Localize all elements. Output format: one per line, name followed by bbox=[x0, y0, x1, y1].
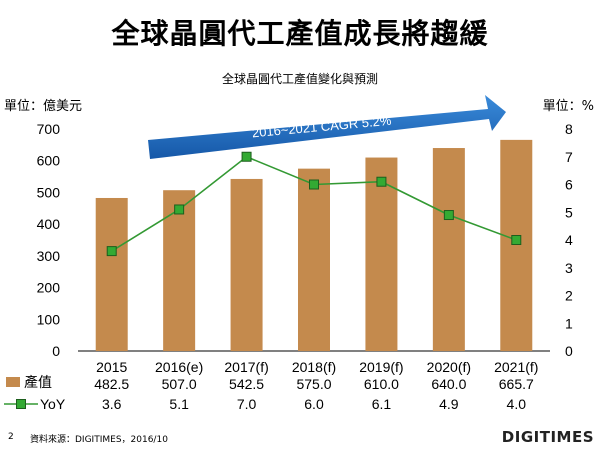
bar-2015 bbox=[95, 197, 128, 351]
category-label: 2015 bbox=[96, 359, 127, 375]
right-tick-label: 5 bbox=[565, 204, 573, 220]
table-value-yoy: 5.1 bbox=[169, 396, 189, 412]
bar-2017(f) bbox=[230, 178, 263, 351]
cagr-arrow-shape bbox=[148, 95, 506, 159]
category-label: 2021(f) bbox=[494, 359, 538, 375]
table-value-yoy: 6.0 bbox=[304, 396, 324, 412]
bar-2018(f) bbox=[298, 168, 330, 351]
table-value-yoy: 4.9 bbox=[439, 396, 459, 412]
digitimes-logo: DIGITIMES bbox=[501, 428, 594, 446]
category-label: 2020(f) bbox=[427, 359, 471, 375]
yoy-point-2017(f) bbox=[241, 151, 252, 162]
table-value-production: 640.0 bbox=[431, 376, 466, 392]
table-value-yoy: 6.1 bbox=[372, 396, 392, 412]
chart-title: 全球晶圓代工產值變化與預測 bbox=[221, 72, 378, 86]
source-note: 資料來源：DIGITIMES，2016/10 bbox=[30, 435, 168, 445]
left-tick-label: 400 bbox=[37, 216, 61, 232]
right-tick-label: 3 bbox=[565, 260, 573, 276]
left-tick-label: 200 bbox=[37, 280, 61, 296]
legend-line-marker bbox=[16, 399, 26, 409]
table-value-production: 665.7 bbox=[499, 376, 534, 392]
right-axis-unit: 單位：% bbox=[542, 99, 594, 114]
yoy-point-2016(e) bbox=[174, 204, 185, 215]
category-label: 2019(f) bbox=[359, 359, 403, 375]
yoy-point-2019(f) bbox=[376, 176, 387, 187]
table-value-production: 610.0 bbox=[364, 376, 399, 392]
legend-bar-label: 產值 bbox=[24, 374, 52, 390]
table-value-yoy: 3.6 bbox=[102, 396, 122, 412]
left-tick-label: 500 bbox=[37, 184, 61, 200]
yoy-point-2018(f) bbox=[309, 179, 319, 190]
category-label: 2016(e) bbox=[155, 359, 203, 375]
table-value-production: 575.0 bbox=[296, 376, 331, 392]
right-tick-label: 6 bbox=[565, 177, 573, 193]
right-tick-label: 4 bbox=[565, 232, 573, 248]
left-tick-label: 700 bbox=[37, 121, 61, 137]
table-value-yoy: 4.0 bbox=[507, 396, 527, 412]
table-value-production: 542.5 bbox=[229, 376, 264, 392]
bar-2016(e) bbox=[163, 190, 196, 351]
left-tick-label: 0 bbox=[52, 343, 60, 359]
bar-2020(f) bbox=[432, 148, 465, 351]
right-tick-label: 7 bbox=[565, 149, 573, 165]
category-label: 2018(f) bbox=[292, 359, 336, 375]
slide-title: 全球晶圓代工產值成長將趨緩 bbox=[111, 17, 489, 50]
right-tick-label: 1 bbox=[565, 315, 573, 331]
table-value-yoy: 7.0 bbox=[237, 396, 257, 412]
legend-bar-swatch bbox=[6, 377, 20, 387]
yoy-point-2021(f) bbox=[511, 235, 522, 245]
right-tick-label: 0 bbox=[565, 343, 573, 359]
left-tick-label: 300 bbox=[37, 248, 61, 264]
bar-2019(f) bbox=[365, 157, 398, 351]
right-tick-label: 2 bbox=[565, 288, 573, 304]
left-tick-label: 100 bbox=[37, 311, 61, 327]
yoy-point-2020(f) bbox=[443, 210, 454, 221]
legend-line-label: YoY bbox=[40, 396, 66, 412]
bar-2021(f) bbox=[500, 139, 533, 351]
page-number: 2 bbox=[8, 432, 14, 442]
left-axis-unit: 單位：億美元 bbox=[4, 99, 83, 114]
category-label: 2017(f) bbox=[224, 359, 268, 375]
table-value-production: 482.5 bbox=[94, 376, 129, 392]
right-tick-label: 8 bbox=[565, 121, 573, 137]
yoy-point-2015 bbox=[106, 246, 117, 257]
table-value-production: 507.0 bbox=[162, 376, 197, 392]
left-tick-label: 600 bbox=[37, 153, 61, 169]
